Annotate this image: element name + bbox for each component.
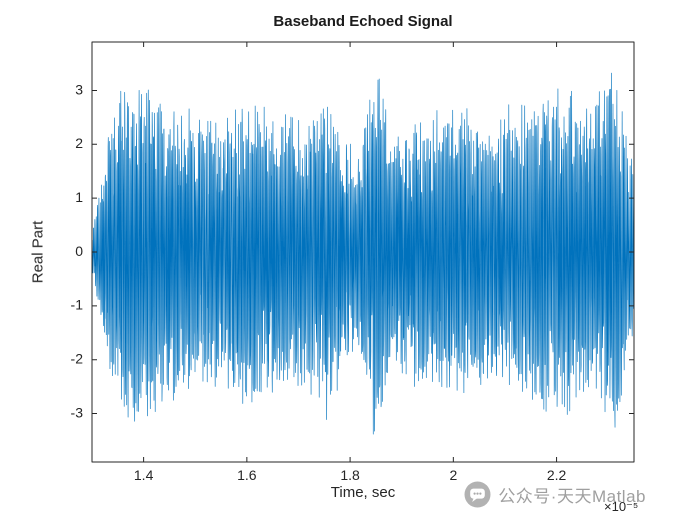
- chat-bubble-icon: [464, 481, 491, 508]
- y-axis-label: Real Part: [29, 220, 47, 284]
- x-axis-label: Time, sec: [330, 484, 396, 501]
- chart-title: Baseband Echoed Signal: [273, 13, 453, 30]
- watermark-text: 公众号·天天Matlab: [498, 487, 646, 506]
- watermark: 公众号·天天Matlab: [464, 481, 646, 508]
- x-axis-exponent-label: ×10⁻⁵: [604, 499, 639, 514]
